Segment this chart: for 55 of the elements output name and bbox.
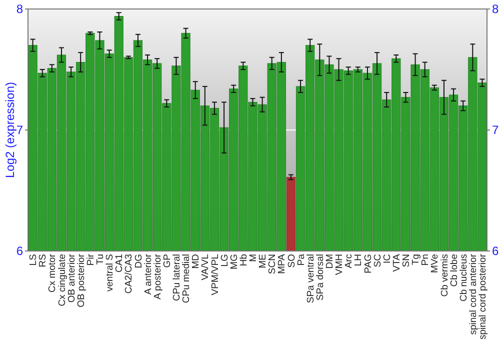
x-tick-label: MG <box>228 254 240 270</box>
x-tick-label: Cx cingulate <box>56 254 68 306</box>
x-tick-label: CPu lateral <box>172 254 183 301</box>
x-tick-label: Cx motor <box>47 254 58 293</box>
x-tick-label: SPa dorsal <box>314 254 326 300</box>
x-tick-label: ME <box>258 254 269 268</box>
x-tick-label: VMH <box>334 254 346 276</box>
x-tick-label: SN <box>401 254 412 268</box>
x-tick-label: Pir <box>85 254 96 266</box>
x-tick-label: CPu medial <box>181 254 192 304</box>
y-axis-title: Log2 (expression) <box>3 82 18 178</box>
x-tick-label: MVe <box>430 254 441 274</box>
x-tick-label: Cb lobe <box>448 254 460 287</box>
x-tick-label: GP <box>162 254 173 268</box>
x-tick-label: Tu <box>95 254 106 265</box>
y-tick-label: 7 <box>16 123 24 138</box>
x-tick-label: spinal cord posterior <box>478 254 489 340</box>
x-tick-label: DG <box>133 254 144 268</box>
y2-tick-label: 8 <box>492 2 499 16</box>
x-tick-label: ventral S <box>104 254 116 292</box>
y-tick-label: 8 <box>16 2 24 16</box>
y2-tick-label: 6 <box>492 244 499 258</box>
x-tick-label: spinal cord anterior <box>468 254 479 335</box>
x-tick-label: MPA <box>276 253 288 274</box>
x-tick-label: Pa <box>296 253 307 266</box>
y-tick-label: 6 <box>16 244 24 258</box>
x-tick-label: CA2/CA3 <box>124 254 135 294</box>
x-tick-label: Arc <box>344 254 355 268</box>
x-tick-label: MD <box>190 254 202 269</box>
x-tick-label: IC <box>382 254 393 264</box>
x-tick-label: A anterior <box>142 254 154 295</box>
x-tick-label: CA1 <box>114 254 126 272</box>
x-tick-label: SCN <box>267 254 278 274</box>
x-tick-label: Hb <box>238 254 250 266</box>
x-tick-label: A posterior <box>152 254 164 300</box>
x-tick-label: RS <box>38 254 49 268</box>
x-tick-label: DM <box>324 254 336 269</box>
x-tick-label: SC <box>372 254 384 268</box>
x-tick-label: Tg <box>410 254 422 266</box>
x-tick-label: LH <box>353 254 364 266</box>
x-tick-label: VA/VL <box>200 254 212 280</box>
x-tick-label: OB posterior <box>76 254 87 308</box>
y2-tick-label: 7 <box>492 123 499 138</box>
x-tick-label: M <box>248 254 260 262</box>
x-tick-label: LS <box>28 254 40 266</box>
x-tick-label: PAG <box>362 254 374 274</box>
x-tick-label: Cb vermis <box>439 254 450 297</box>
x-tick-label: VTA <box>391 253 402 272</box>
x-tick-label: SO <box>286 254 298 268</box>
x-tick-label: OB anterior <box>66 254 78 303</box>
x-tick-label: SPa ventral <box>305 254 316 304</box>
x-tick-label: Pn <box>420 254 432 266</box>
x-tick-label: LG <box>219 254 230 267</box>
x-tick-label: VPM/VPL <box>210 254 221 296</box>
x-tick-label: Cb nucleus <box>458 254 470 302</box>
